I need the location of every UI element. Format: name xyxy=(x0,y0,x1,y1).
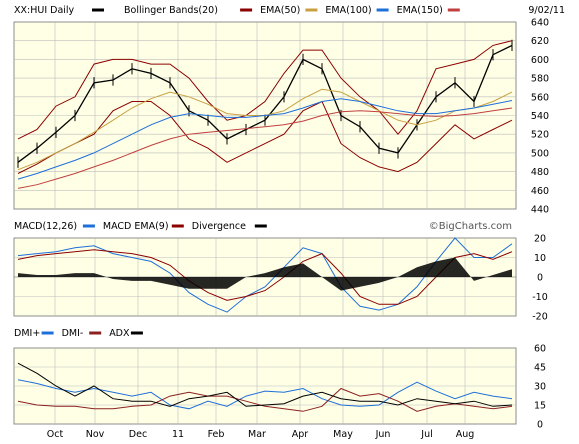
y-tick-label-price: 560 xyxy=(531,92,549,103)
legend-label: MACD EMA(9) xyxy=(103,221,169,232)
y-tick-label-macd: 10 xyxy=(534,253,546,264)
legend-label: Bollinger Bands(20) xyxy=(124,5,218,16)
series-ema-100- xyxy=(17,98,513,180)
x-tick-label: Aug xyxy=(456,429,475,440)
x-tick-label: 11 xyxy=(172,429,184,440)
legend-label: EMA(50) xyxy=(260,5,300,16)
y-tick-label-price: 580 xyxy=(531,74,549,85)
series-dmi- xyxy=(17,387,513,412)
y-tick-label-dmi: 60 xyxy=(534,344,546,355)
y-tick-label-price: 460 xyxy=(531,186,549,197)
y-tick-label-price: 540 xyxy=(531,111,549,122)
y-tick-label-price: 500 xyxy=(531,148,549,159)
y-tick-label-dmi: 15 xyxy=(534,401,546,412)
x-tick-label: Apr xyxy=(292,429,309,440)
series-ema-150- xyxy=(17,107,513,189)
legend-label: MACD(12,26) xyxy=(14,221,77,232)
y-tick-label-macd: -20 xyxy=(532,312,548,323)
x-tick-label: Jun xyxy=(375,429,391,440)
series-bollinger-bands-20- xyxy=(17,100,513,174)
y-tick-label-price: 440 xyxy=(531,205,549,216)
series-layer xyxy=(17,39,513,412)
legend-label: EMA(150) xyxy=(397,5,443,16)
legend-label: DMI+ xyxy=(14,328,40,339)
y-tick-label-dmi: 30 xyxy=(534,382,546,393)
symbol-label: XX:HUI Daily xyxy=(14,5,75,16)
x-tick-label: Mar xyxy=(248,429,266,440)
x-tick-label: Feb xyxy=(208,429,225,440)
watermark: ©BigCharts.com xyxy=(429,221,512,232)
legend-label: Divergence xyxy=(192,221,246,232)
y-tick-label-macd: -10 xyxy=(532,292,548,303)
y-tick-label-macd: 0 xyxy=(537,273,543,284)
legend-label: ADX xyxy=(109,328,130,339)
y-tick-label-price: 620 xyxy=(531,36,549,47)
series-bollinger-bands-20- xyxy=(17,40,513,140)
x-tick-label: May xyxy=(333,429,353,440)
series-macd-ema-9- xyxy=(17,249,513,305)
y-tick-label-price: 520 xyxy=(531,130,549,141)
labels-layer: 440460480500520540560580600620640Bolling… xyxy=(14,5,549,440)
x-tick-label: Oct xyxy=(47,429,64,440)
divergence-area xyxy=(18,257,512,291)
y-tick-label-macd: 20 xyxy=(534,234,546,245)
x-tick-label: Jul xyxy=(420,429,432,440)
x-tick-label: Dec xyxy=(129,429,147,440)
y-tick-label-dmi: 0 xyxy=(537,420,543,431)
y-tick-label-price: 640 xyxy=(531,18,549,29)
y-tick-label-price: 480 xyxy=(531,167,549,178)
y-tick-label-dmi: 45 xyxy=(534,363,546,374)
legend-label: DMI- xyxy=(62,328,84,339)
x-tick-label: Nov xyxy=(86,429,105,440)
legend-label: EMA(100) xyxy=(325,5,371,16)
date-label: 9/02/11 xyxy=(528,5,565,16)
series-adx xyxy=(17,362,513,407)
y-tick-label-price: 600 xyxy=(531,55,549,66)
